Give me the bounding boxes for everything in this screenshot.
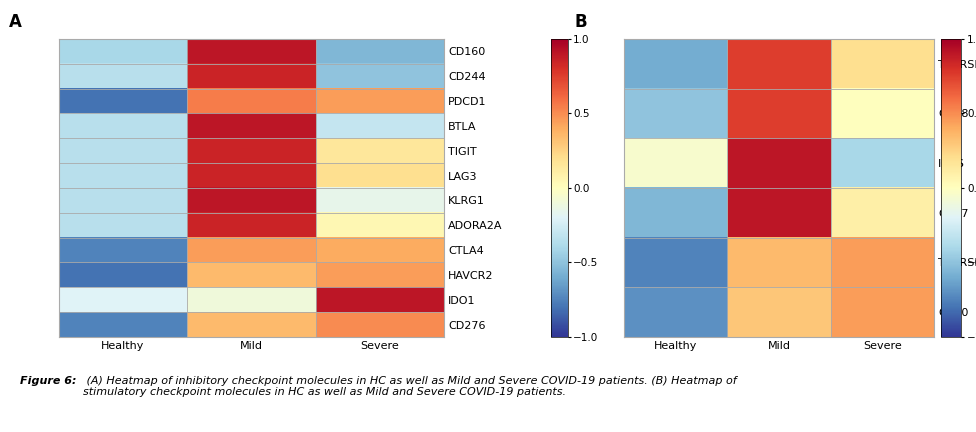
Text: Figure 6:: Figure 6:: [20, 376, 76, 386]
Text: (A) Heatmap of inhibitory checkpoint molecules in HC as well as Mild and Severe : (A) Heatmap of inhibitory checkpoint mol…: [83, 376, 737, 397]
Text: A: A: [9, 13, 21, 32]
Text: B: B: [574, 13, 587, 32]
